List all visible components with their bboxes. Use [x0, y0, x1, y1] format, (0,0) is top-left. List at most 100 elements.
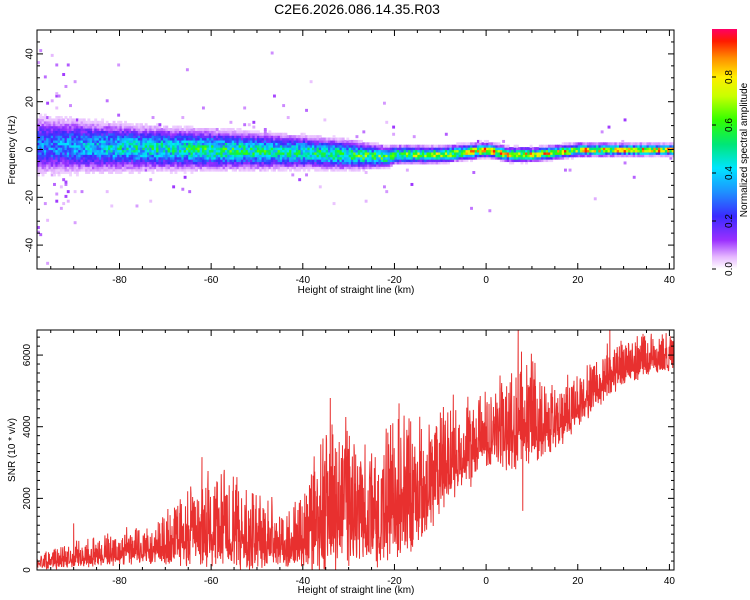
heatmap-cell	[62, 132, 66, 136]
heatmap-cell	[59, 132, 63, 136]
heatmap-cell	[172, 161, 176, 165]
heatmap-cell	[151, 171, 155, 174]
heatmap-cell	[442, 156, 446, 160]
heatmap-cell	[360, 163, 363, 167]
heatmap-cell	[330, 168, 334, 172]
heatmap-cell	[376, 161, 380, 165]
heatmap-cell	[78, 163, 82, 167]
heatmap-cell	[651, 142, 654, 146]
heatmap-cell	[98, 147, 102, 151]
heatmap-cell	[94, 156, 98, 160]
heatmap-cell	[149, 199, 153, 203]
heatmap-cell	[48, 151, 52, 155]
heatmap-cell	[190, 135, 194, 139]
heatmap-cell	[302, 159, 306, 163]
heatmap-cell	[421, 154, 425, 158]
heatmap-cell	[250, 159, 253, 163]
heatmap-cell	[37, 135, 40, 139]
heatmap-cell	[133, 132, 137, 136]
heatmap-cell	[273, 132, 276, 136]
heatmap-cell	[213, 137, 217, 141]
heatmap-cell	[108, 147, 111, 151]
heatmap-cell	[53, 151, 56, 155]
heatmap-cell	[577, 149, 581, 153]
heatmap-cell	[133, 151, 137, 155]
heatmap-cell	[314, 159, 318, 163]
heatmap-cell	[78, 159, 82, 163]
heatmap-cell	[275, 151, 279, 155]
heatmap-cell	[405, 144, 409, 148]
heatmap-cell	[314, 161, 318, 165]
heatmap-cell	[513, 151, 517, 155]
heatmap-cell	[142, 149, 146, 153]
heatmap-cell	[314, 149, 318, 153]
heatmap-cell	[124, 137, 127, 141]
heatmap-cell	[518, 156, 522, 160]
heatmap-cell	[124, 144, 127, 148]
heatmap-cell	[653, 154, 657, 158]
heatmap-cell	[153, 156, 157, 160]
heatmap-cell	[298, 137, 302, 141]
heatmap-cell	[396, 144, 400, 148]
heatmap-cell	[311, 151, 315, 155]
heatmap-cell	[110, 147, 114, 151]
heatmap-cell	[105, 154, 109, 158]
heatmap-cell	[279, 154, 283, 158]
heatmap-cell	[284, 144, 288, 148]
heatmap-cell	[440, 149, 444, 153]
heatmap-cell	[190, 154, 194, 158]
heatmap-cell	[181, 116, 185, 120]
heatmap-cell	[85, 151, 89, 155]
heatmap-cell	[53, 144, 56, 148]
heatmap-cell	[158, 142, 162, 146]
heatmap-cell	[332, 161, 336, 165]
heatmap-cell	[504, 144, 508, 148]
heatmap-cell	[371, 159, 375, 163]
heatmap-cell	[66, 199, 70, 203]
heatmap-cell	[119, 163, 123, 167]
heatmap-cell	[330, 144, 334, 148]
heatmap-cell	[440, 151, 444, 155]
heatmap-cell	[204, 142, 208, 146]
heatmap-cell	[220, 137, 224, 141]
heatmap-cell	[140, 142, 143, 146]
heatmap-cell	[353, 166, 357, 170]
heatmap-cell	[300, 154, 304, 158]
heatmap-cell	[364, 149, 368, 153]
heatmap-cell	[62, 154, 66, 158]
heatmap-cell	[151, 156, 155, 160]
heatmap-cell	[59, 147, 63, 151]
heatmap-cell	[197, 166, 201, 170]
heatmap-cell	[227, 151, 231, 155]
heatmap-cell	[163, 127, 166, 131]
heatmap-cell	[96, 168, 100, 172]
heatmap-cell	[66, 118, 70, 122]
heatmap-cell	[153, 154, 157, 158]
heatmap-cell	[305, 139, 308, 143]
heatmap-cell	[69, 120, 72, 124]
heatmap-cell	[39, 159, 43, 163]
heatmap-cell	[43, 120, 47, 124]
heatmap-cell	[474, 149, 478, 153]
heatmap-cell	[277, 132, 281, 136]
heatmap-cell	[71, 139, 75, 143]
heatmap-cell	[220, 127, 224, 131]
heatmap-cell	[419, 151, 423, 155]
heatmap-cell	[218, 161, 221, 165]
heatmap-cell	[328, 163, 331, 167]
heatmap-cell	[490, 142, 494, 146]
heatmap-cell	[181, 151, 185, 155]
heatmap-cell	[282, 154, 286, 158]
heatmap-cell	[176, 149, 180, 153]
heatmap-cell	[96, 159, 100, 163]
heatmap-cell	[231, 159, 235, 163]
heatmap-cell	[582, 144, 586, 148]
heatmap-cell	[547, 147, 551, 151]
heatmap-cell	[325, 151, 329, 155]
heatmap-cell	[156, 168, 160, 172]
heatmap-cell	[380, 163, 384, 167]
heatmap-cell	[218, 135, 221, 139]
heatmap-cell	[236, 135, 240, 139]
heatmap-cell	[334, 139, 338, 143]
heatmap-cell	[625, 142, 629, 146]
